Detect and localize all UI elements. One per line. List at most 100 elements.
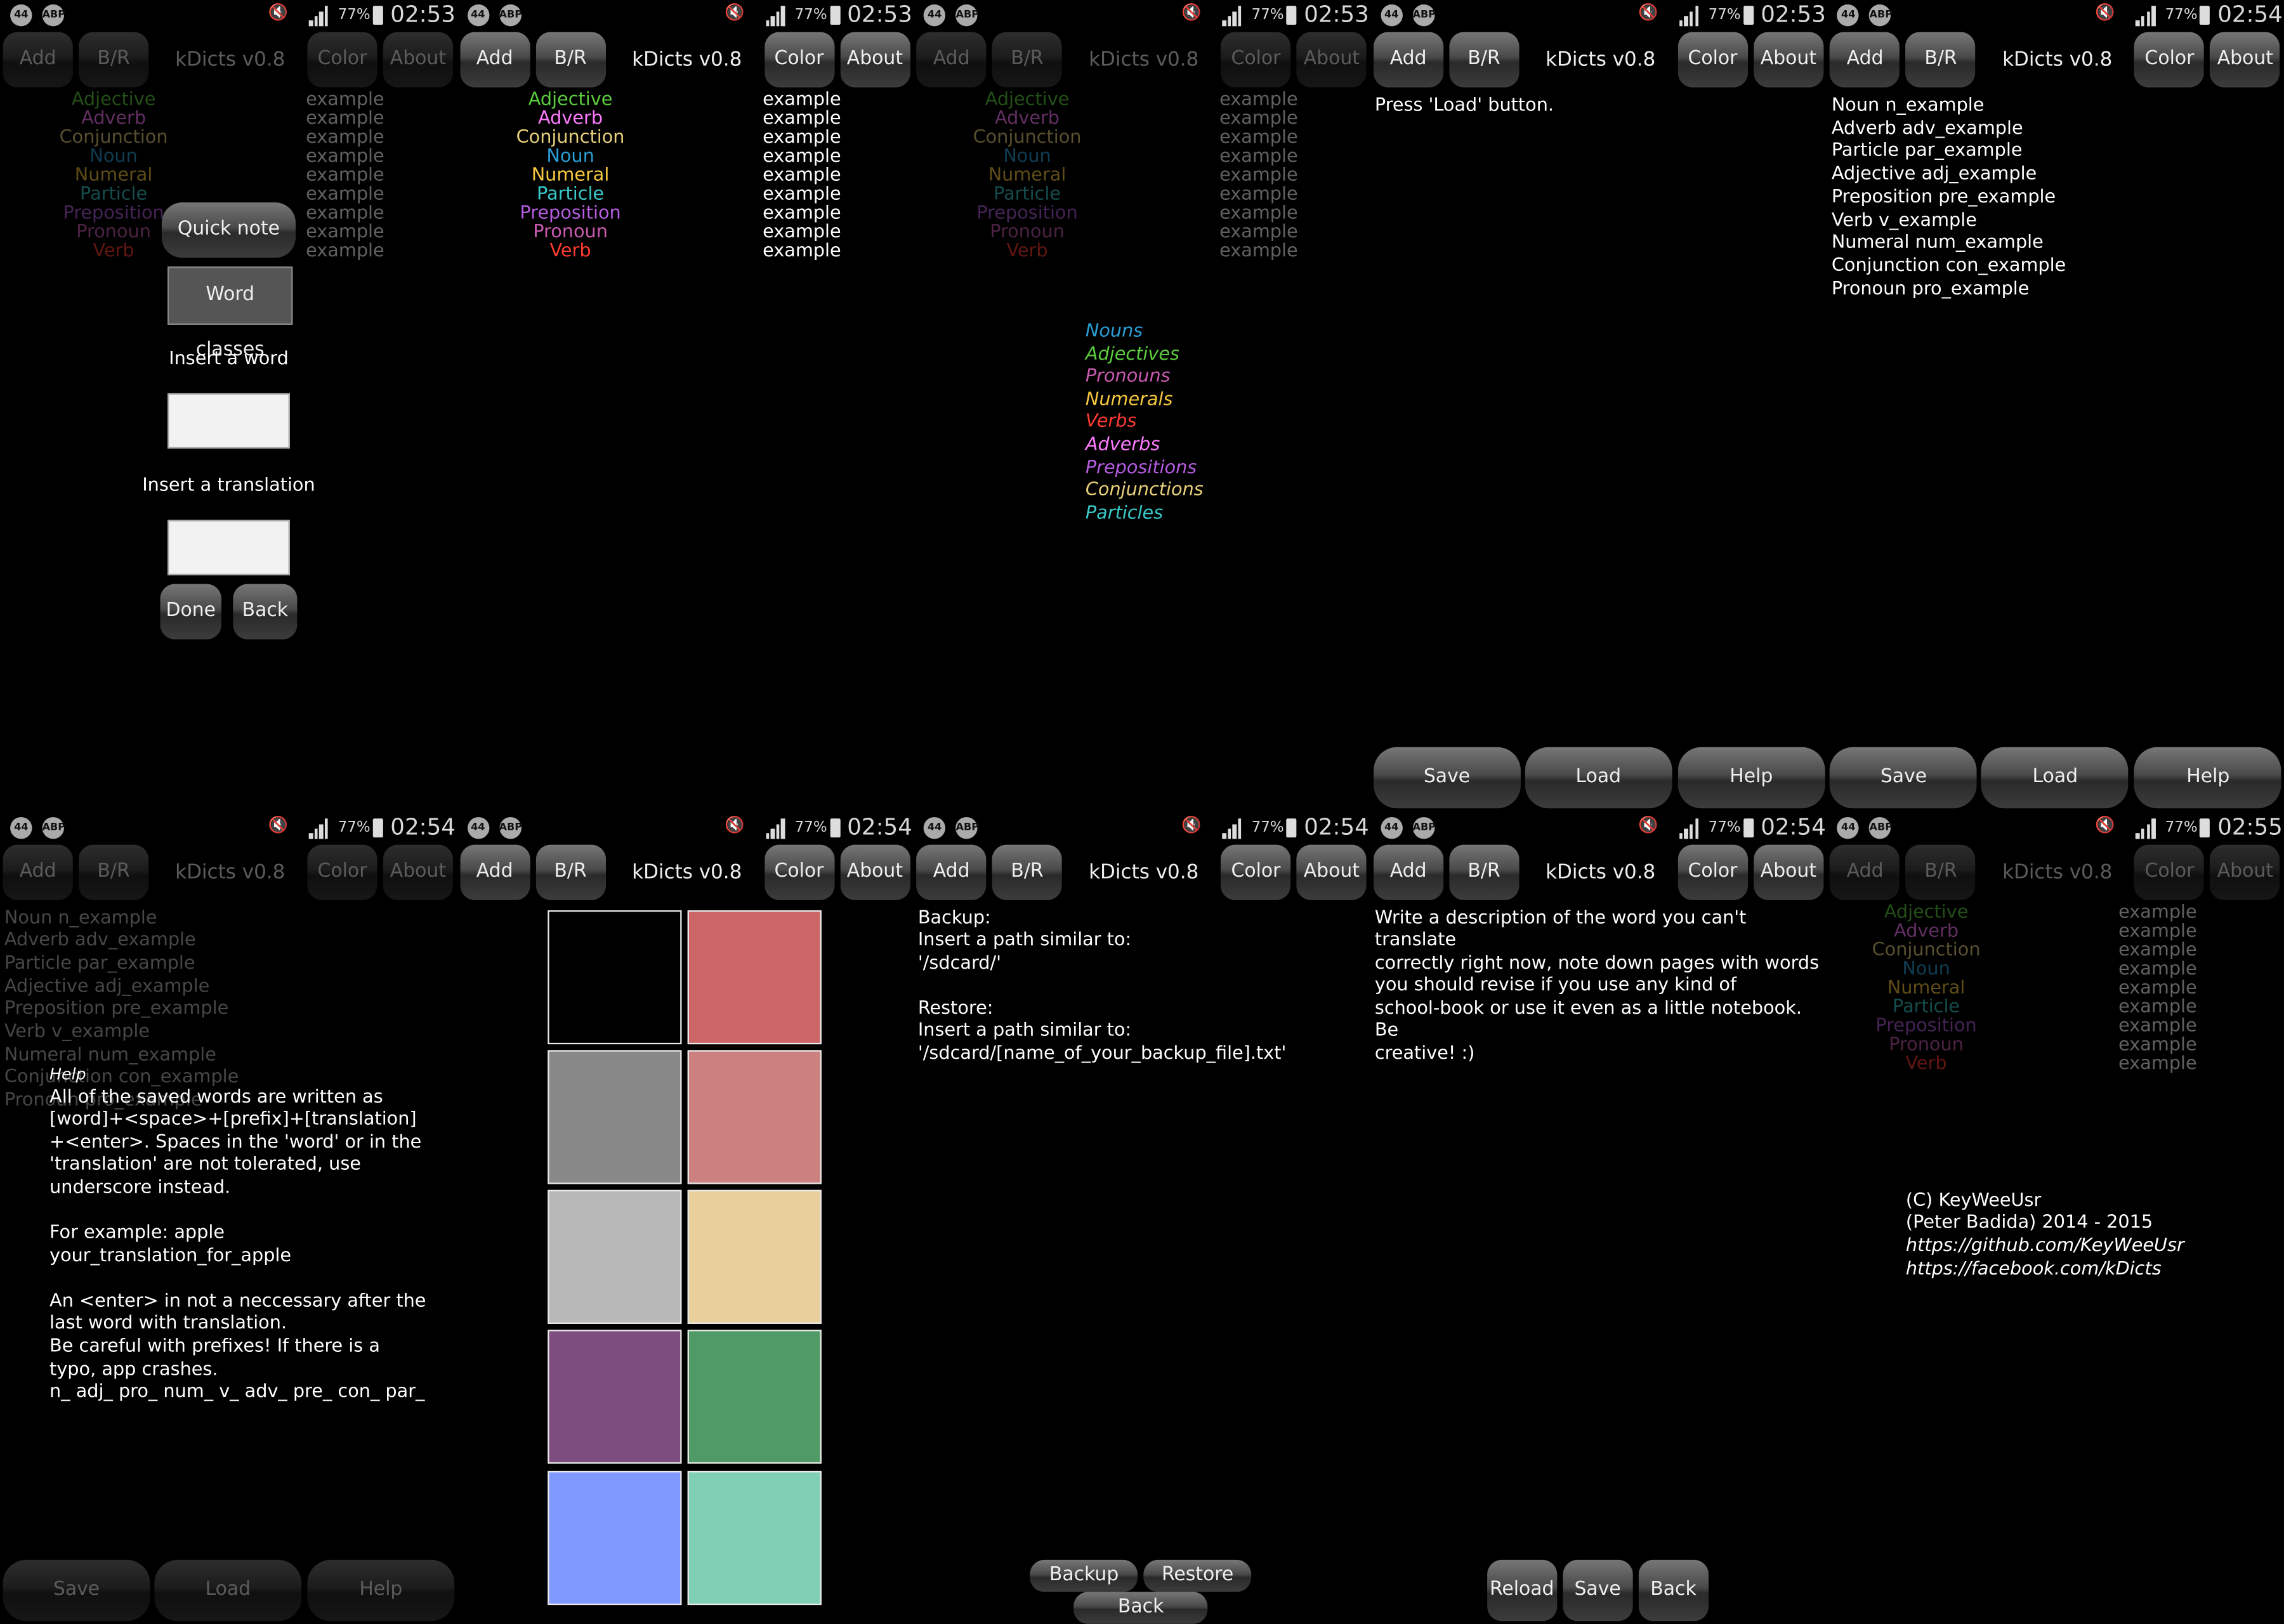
translation-example[interactable]: example: [2118, 1051, 2197, 1073]
loaded-word[interactable]: Particle par_example: [1831, 139, 2023, 161]
color-button[interactable]: Color: [1677, 844, 1748, 900]
word-class-adverb[interactable]: Adverb: [81, 106, 147, 129]
add-button[interactable]: Add: [916, 32, 987, 88]
help-button[interactable]: Help: [2134, 747, 2282, 809]
about-button[interactable]: About: [1296, 844, 1367, 900]
translation-example[interactable]: example: [306, 239, 384, 261]
translation-example[interactable]: example: [1219, 239, 1298, 261]
github-link[interactable]: https://github.com/KeyWeeUsr: [1905, 1233, 2184, 1255]
color-swatch[interactable]: [547, 1049, 681, 1184]
word-class-noun[interactable]: Noun: [1003, 144, 1051, 166]
loaded-word[interactable]: Pronoun pro_example: [1831, 276, 2030, 298]
translation-example[interactable]: example: [1219, 144, 1298, 166]
translation-example[interactable]: example: [763, 200, 841, 223]
help-button[interactable]: Help: [1677, 747, 1825, 809]
loaded-word[interactable]: Noun n_example: [1831, 93, 1985, 115]
translation-example[interactable]: example: [763, 181, 841, 204]
translation-example[interactable]: example: [763, 106, 841, 129]
loaded-word[interactable]: Conjunction con_example: [1831, 253, 2066, 275]
load-button[interactable]: Load: [154, 1559, 302, 1621]
color-swatch[interactable]: [547, 1470, 681, 1605]
word-class-adverb[interactable]: Adverb: [1894, 918, 1959, 941]
loaded-word[interactable]: Adverb adv_example: [1831, 115, 2023, 138]
translation-example[interactable]: example: [1219, 181, 1298, 204]
color-swatch[interactable]: [687, 1049, 822, 1184]
word-class-adverb[interactable]: Adverb: [995, 106, 1060, 129]
about-button[interactable]: About: [383, 32, 454, 88]
word-class-numeral[interactable]: Numeral: [988, 163, 1067, 185]
translation-example[interactable]: example: [2118, 1031, 2197, 1054]
loaded-word[interactable]: Preposition pre_example: [1831, 185, 2056, 207]
color-button[interactable]: Color: [307, 32, 377, 88]
translation-example[interactable]: example: [306, 87, 384, 110]
save-button[interactable]: Save: [1563, 1559, 1633, 1621]
word-class-conjunction[interactable]: Conjunction: [59, 125, 168, 147]
translation-example[interactable]: example: [763, 219, 841, 242]
word-input[interactable]: [167, 393, 290, 449]
translation-input[interactable]: [167, 520, 290, 575]
restore-button[interactable]: Restore: [1143, 1559, 1252, 1592]
backup-restore-button[interactable]: B/R: [1448, 32, 1519, 88]
add-button[interactable]: Add: [3, 32, 73, 88]
word-class-preposition[interactable]: Preposition: [1875, 1012, 1977, 1035]
translation-example[interactable]: example: [763, 144, 841, 166]
translation-example[interactable]: example: [763, 125, 841, 147]
backup-restore-button[interactable]: B/R: [78, 32, 149, 88]
word-class-preposition[interactable]: Preposition: [976, 200, 1078, 223]
translation-example[interactable]: example: [1219, 106, 1298, 129]
color-button[interactable]: Color: [2134, 32, 2205, 88]
color-swatch[interactable]: [687, 1470, 822, 1605]
add-button[interactable]: Add: [459, 32, 530, 88]
translation-example[interactable]: example: [1219, 219, 1298, 242]
translation-example[interactable]: example: [2118, 918, 2197, 941]
quick-note-text[interactable]: Write a description of the word you can'…: [1374, 905, 1820, 1064]
word-class-numeral[interactable]: Numeral: [1887, 975, 1966, 997]
word-class-noun[interactable]: Noun: [1902, 956, 1950, 978]
back-button[interactable]: Back: [1073, 1591, 1208, 1623]
word-class-adjective[interactable]: Adjective: [71, 87, 156, 110]
color-swatch[interactable]: [687, 1330, 822, 1465]
about-button[interactable]: About: [2210, 844, 2280, 900]
backup-restore-button[interactable]: B/R: [1905, 32, 1976, 88]
translation-example[interactable]: example: [2118, 975, 2197, 997]
color-button[interactable]: Color: [1221, 32, 1291, 88]
word-class-conjunction[interactable]: Conjunction: [516, 125, 625, 147]
add-button[interactable]: Add: [1830, 844, 1900, 900]
backup-restore-button[interactable]: B/R: [535, 32, 606, 88]
word-class-noun[interactable]: Noun: [546, 144, 594, 166]
translation-example[interactable]: example: [1219, 125, 1298, 147]
word-class-verb[interactable]: Verb: [1006, 239, 1048, 261]
word-class-conjunction[interactable]: Conjunction: [1872, 937, 1981, 959]
translation-example[interactable]: example: [306, 125, 384, 147]
word-class-pronoun[interactable]: Pronoun: [533, 219, 608, 242]
about-button[interactable]: About: [839, 32, 910, 88]
word-class-pronoun[interactable]: Pronoun: [1889, 1031, 1964, 1054]
color-button[interactable]: Color: [764, 844, 834, 900]
translation-example[interactable]: example: [763, 239, 841, 261]
backup-button[interactable]: Backup: [1030, 1559, 1138, 1592]
backup-restore-button[interactable]: B/R: [1448, 844, 1519, 900]
translation-example[interactable]: example: [763, 163, 841, 185]
translation-example[interactable]: example: [306, 163, 384, 185]
color-button[interactable]: Color: [307, 844, 377, 900]
backup-restore-button[interactable]: B/R: [992, 844, 1063, 900]
backup-restore-button[interactable]: B/R: [992, 32, 1063, 88]
translation-example[interactable]: example: [306, 181, 384, 204]
word-class-verb[interactable]: Verb: [93, 239, 135, 261]
done-button[interactable]: Done: [160, 584, 221, 639]
about-button[interactable]: About: [1753, 32, 1824, 88]
word-class-adjective[interactable]: Adjective: [528, 87, 613, 110]
word-class-particle[interactable]: Particle: [994, 181, 1061, 204]
word-class-verb[interactable]: Verb: [549, 239, 591, 261]
add-button[interactable]: Add: [3, 844, 73, 900]
translation-example[interactable]: example: [306, 219, 384, 242]
add-button[interactable]: Add: [1830, 32, 1900, 88]
word-class-conjunction[interactable]: Conjunction: [973, 125, 1082, 147]
add-button[interactable]: Add: [459, 844, 530, 900]
word-class-adjective[interactable]: Adjective: [985, 87, 1070, 110]
word-classes-button[interactable]: Word classes: [167, 266, 293, 361]
translation-example[interactable]: example: [1219, 163, 1298, 185]
color-button[interactable]: Color: [1677, 32, 1748, 88]
add-button[interactable]: Add: [1373, 844, 1443, 900]
translation-example[interactable]: example: [2118, 993, 2197, 1016]
